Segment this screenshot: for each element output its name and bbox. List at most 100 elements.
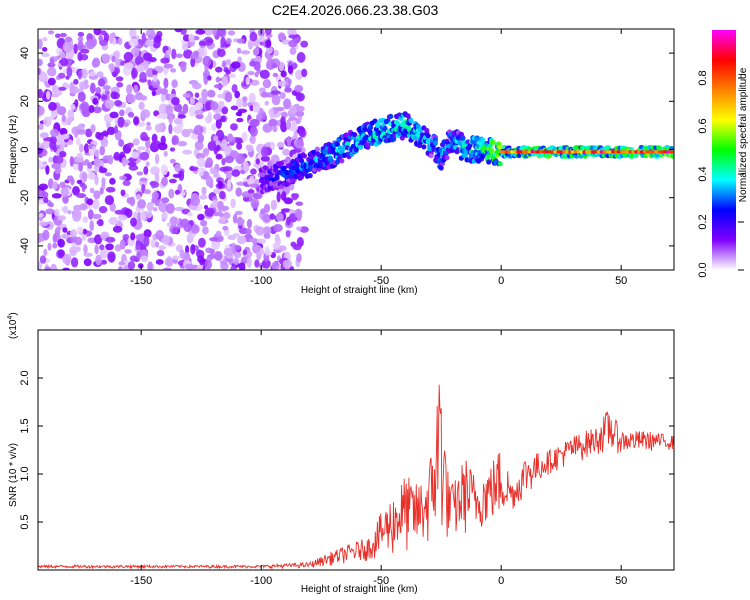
noise-cell bbox=[249, 31, 258, 42]
noise-cell bbox=[143, 189, 151, 195]
noise-cell bbox=[188, 33, 195, 43]
noise-cell bbox=[201, 88, 209, 100]
noise-cell bbox=[169, 147, 176, 152]
noise-cell bbox=[145, 125, 152, 131]
noise-cell bbox=[271, 62, 278, 69]
noise-cell bbox=[259, 247, 264, 256]
noise-cell bbox=[189, 96, 195, 105]
noise-cell bbox=[47, 67, 57, 77]
noise-cell bbox=[139, 151, 150, 161]
noise-cell bbox=[38, 232, 43, 244]
noise-cell bbox=[123, 122, 129, 128]
noise-cell bbox=[210, 101, 219, 111]
noise-cell bbox=[83, 79, 89, 85]
signal-cell bbox=[432, 140, 438, 146]
noise-cell bbox=[106, 126, 116, 135]
noise-cell bbox=[42, 229, 50, 241]
noise-cell bbox=[143, 166, 149, 175]
noise-cell bbox=[172, 255, 180, 260]
noise-cell bbox=[235, 111, 242, 117]
noise-cell bbox=[248, 92, 256, 104]
noise-cell bbox=[54, 208, 60, 217]
noise-cell bbox=[127, 111, 135, 118]
noise-cell bbox=[205, 157, 213, 168]
noise-cell bbox=[262, 111, 267, 121]
noise-cell bbox=[168, 188, 175, 199]
noise-cell bbox=[120, 189, 126, 197]
noise-cell bbox=[214, 251, 223, 261]
noise-cell bbox=[126, 84, 133, 95]
noise-cell bbox=[94, 174, 99, 186]
signal-cell bbox=[281, 165, 287, 171]
noise-cell bbox=[182, 93, 191, 98]
noise-cell bbox=[66, 175, 74, 182]
noise-cell bbox=[227, 30, 236, 36]
y-tick-label: 1.5 bbox=[19, 418, 31, 433]
noise-cell bbox=[173, 125, 183, 134]
noise-cell bbox=[202, 226, 209, 235]
noise-cell bbox=[77, 69, 83, 80]
noise-cell bbox=[160, 57, 170, 64]
noise-cell bbox=[59, 127, 68, 136]
noise-cell bbox=[207, 141, 217, 151]
noise-cell bbox=[88, 105, 95, 113]
noise-cell bbox=[289, 47, 297, 55]
signal-cell bbox=[425, 133, 431, 139]
snr-background bbox=[38, 330, 674, 570]
noise-cell bbox=[249, 119, 260, 127]
noise-cell bbox=[171, 227, 179, 234]
noise-cell bbox=[129, 196, 136, 207]
noise-cell bbox=[155, 259, 164, 265]
noise-cell bbox=[38, 261, 43, 270]
noise-cell bbox=[82, 172, 88, 183]
noise-cell bbox=[94, 234, 103, 245]
signal-cell bbox=[395, 121, 401, 127]
noise-cell bbox=[293, 130, 298, 139]
noise-cell bbox=[50, 263, 58, 270]
noise-cell bbox=[291, 193, 298, 201]
noise-cell bbox=[48, 101, 57, 111]
noise-cell bbox=[160, 164, 168, 176]
noise-cell bbox=[77, 36, 84, 42]
noise-cell bbox=[145, 39, 155, 47]
noise-cell bbox=[255, 158, 260, 165]
noise-cell bbox=[161, 197, 170, 204]
noise-cell bbox=[62, 41, 73, 53]
noise-cell bbox=[194, 140, 204, 151]
noise-cell bbox=[262, 123, 273, 133]
noise-cell bbox=[104, 172, 112, 177]
noise-cell bbox=[70, 229, 77, 238]
noise-cell bbox=[296, 226, 302, 231]
noise-cell bbox=[246, 144, 254, 153]
noise-cell bbox=[268, 118, 278, 127]
noise-cell bbox=[139, 71, 147, 83]
noise-cell bbox=[73, 43, 78, 54]
noise-cell bbox=[87, 237, 97, 244]
noise-cell bbox=[296, 52, 306, 63]
noise-cell bbox=[150, 31, 155, 38]
noise-cell bbox=[247, 71, 255, 76]
signal-cell bbox=[382, 125, 388, 131]
noise-cell bbox=[136, 64, 145, 73]
noise-cell bbox=[298, 130, 306, 138]
noise-cell bbox=[171, 97, 180, 106]
noise-cell bbox=[111, 55, 116, 63]
signal-cell bbox=[457, 140, 463, 146]
x-tick-label: -150 bbox=[130, 575, 152, 587]
noise-cell bbox=[126, 93, 136, 104]
noise-cell bbox=[38, 147, 43, 155]
noise-cell bbox=[234, 244, 241, 250]
signal-cell bbox=[670, 154, 674, 159]
noise-cell bbox=[109, 33, 114, 44]
noise-cell bbox=[225, 69, 231, 75]
noise-cell bbox=[99, 131, 110, 137]
noise-cell bbox=[233, 251, 242, 259]
noise-cell bbox=[236, 117, 244, 123]
noise-cell bbox=[110, 91, 118, 100]
noise-cell bbox=[187, 211, 193, 217]
noise-cell bbox=[83, 244, 88, 255]
noise-cell bbox=[113, 151, 121, 161]
noise-cell bbox=[146, 121, 151, 127]
noise-cell bbox=[38, 88, 43, 99]
noise-cell bbox=[38, 213, 44, 218]
